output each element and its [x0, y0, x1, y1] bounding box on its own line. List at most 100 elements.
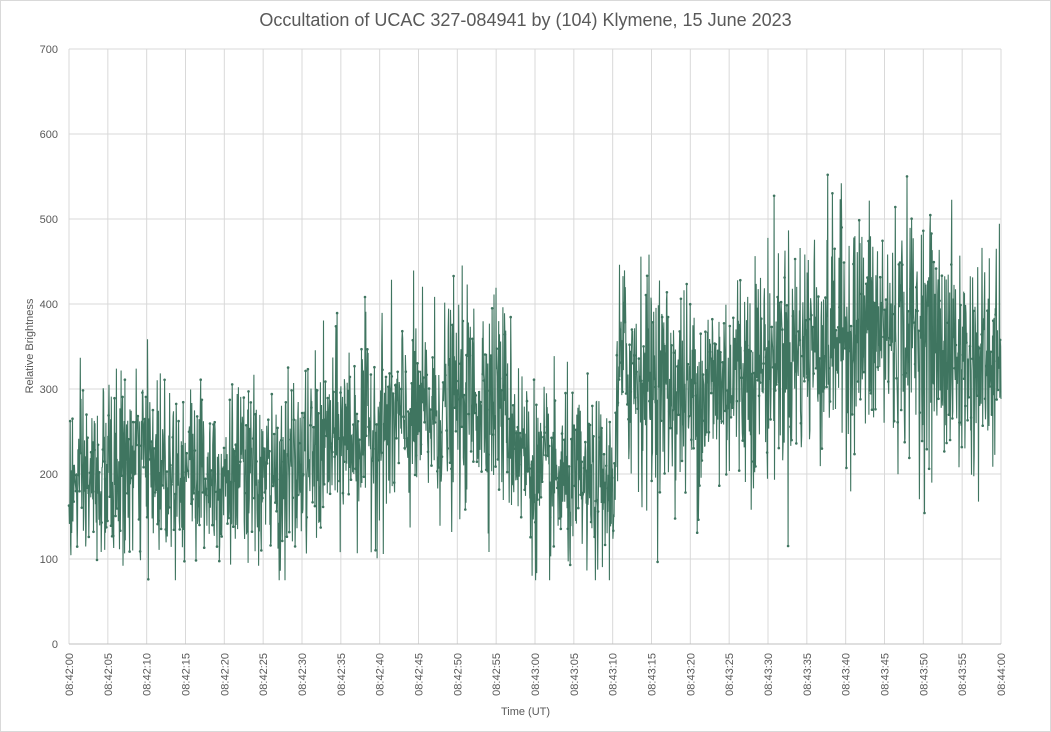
data-point	[281, 539, 284, 543]
data-point	[483, 353, 487, 356]
data-point	[769, 418, 772, 421]
data-point	[699, 332, 702, 336]
data-point	[310, 406, 313, 409]
data-point	[864, 282, 868, 286]
brightness-series	[67, 173, 1002, 581]
data-point	[627, 417, 630, 421]
data-point	[334, 325, 338, 328]
data-point	[378, 449, 382, 452]
data-point	[671, 409, 674, 412]
data-point	[194, 559, 198, 562]
data-point	[950, 263, 953, 266]
data-point	[199, 378, 202, 382]
data-point	[614, 411, 617, 415]
data-point	[835, 337, 839, 340]
data-point	[591, 404, 594, 408]
data-point	[412, 438, 416, 442]
data-point	[665, 291, 669, 294]
x-tick-label: 08:43:50	[918, 653, 930, 696]
data-point	[498, 377, 502, 380]
data-point	[790, 438, 793, 442]
data-point	[959, 303, 962, 307]
data-point	[487, 453, 490, 456]
data-point	[313, 504, 317, 508]
data-point	[616, 401, 620, 405]
data-point	[728, 324, 732, 328]
data-point	[757, 394, 761, 398]
data-point	[863, 320, 867, 323]
data-point	[362, 475, 366, 479]
data-point	[934, 267, 938, 270]
data-point	[387, 385, 390, 389]
data-point	[579, 493, 582, 497]
data-point	[169, 463, 172, 467]
data-point	[800, 354, 804, 358]
data-point	[943, 450, 946, 453]
data-point	[300, 411, 304, 415]
data-point	[89, 450, 93, 454]
data-point	[789, 425, 792, 429]
data-point	[712, 360, 715, 363]
data-point	[889, 343, 892, 347]
data-point	[955, 356, 959, 360]
data-point	[324, 380, 327, 383]
data-point	[156, 522, 159, 526]
data-point	[385, 439, 389, 443]
data-point	[216, 498, 220, 501]
data-point	[371, 447, 375, 451]
y-tick-label: 700	[40, 44, 58, 56]
data-point	[158, 506, 162, 510]
data-point	[941, 350, 945, 353]
data-point	[355, 412, 359, 416]
data-point	[692, 447, 695, 450]
data-point	[799, 421, 803, 425]
data-point	[352, 423, 355, 426]
data-point	[326, 396, 330, 400]
data-point	[782, 343, 785, 346]
data-point	[815, 360, 819, 364]
data-point	[915, 286, 918, 289]
data-point	[586, 372, 589, 375]
data-point	[417, 370, 420, 374]
data-point	[997, 366, 1001, 369]
data-point	[309, 424, 312, 427]
data-point	[172, 528, 176, 532]
data-point	[478, 406, 481, 409]
x-tick-label: 08:43:45	[880, 653, 892, 696]
data-point	[588, 423, 592, 427]
data-point	[690, 438, 693, 442]
data-point	[130, 445, 134, 449]
data-point	[227, 516, 230, 520]
data-point	[958, 421, 961, 424]
data-point	[79, 451, 82, 455]
x-tick-label: 08:42:35	[336, 653, 348, 696]
data-point	[686, 362, 690, 366]
data-point	[167, 506, 171, 509]
data-point	[333, 455, 337, 459]
data-point	[631, 362, 635, 365]
data-point	[749, 349, 753, 353]
data-point	[716, 349, 720, 353]
data-point	[991, 319, 995, 323]
data-point	[459, 362, 462, 366]
data-point	[299, 463, 303, 467]
data-point	[648, 399, 651, 403]
data-point	[481, 372, 485, 376]
data-point	[566, 527, 570, 531]
data-point	[931, 374, 934, 378]
data-point	[896, 420, 899, 424]
data-point	[155, 488, 158, 492]
data-point	[917, 329, 920, 333]
data-point	[193, 449, 197, 452]
data-point	[595, 498, 599, 502]
x-tick-label: 08:42:20	[219, 653, 231, 696]
data-point	[480, 470, 483, 473]
data-point	[820, 447, 824, 450]
data-point	[856, 380, 860, 383]
data-point	[426, 450, 430, 454]
data-point	[784, 312, 788, 315]
data-point	[649, 417, 652, 421]
data-point	[714, 343, 718, 346]
data-point	[218, 559, 221, 563]
data-point	[946, 321, 950, 325]
